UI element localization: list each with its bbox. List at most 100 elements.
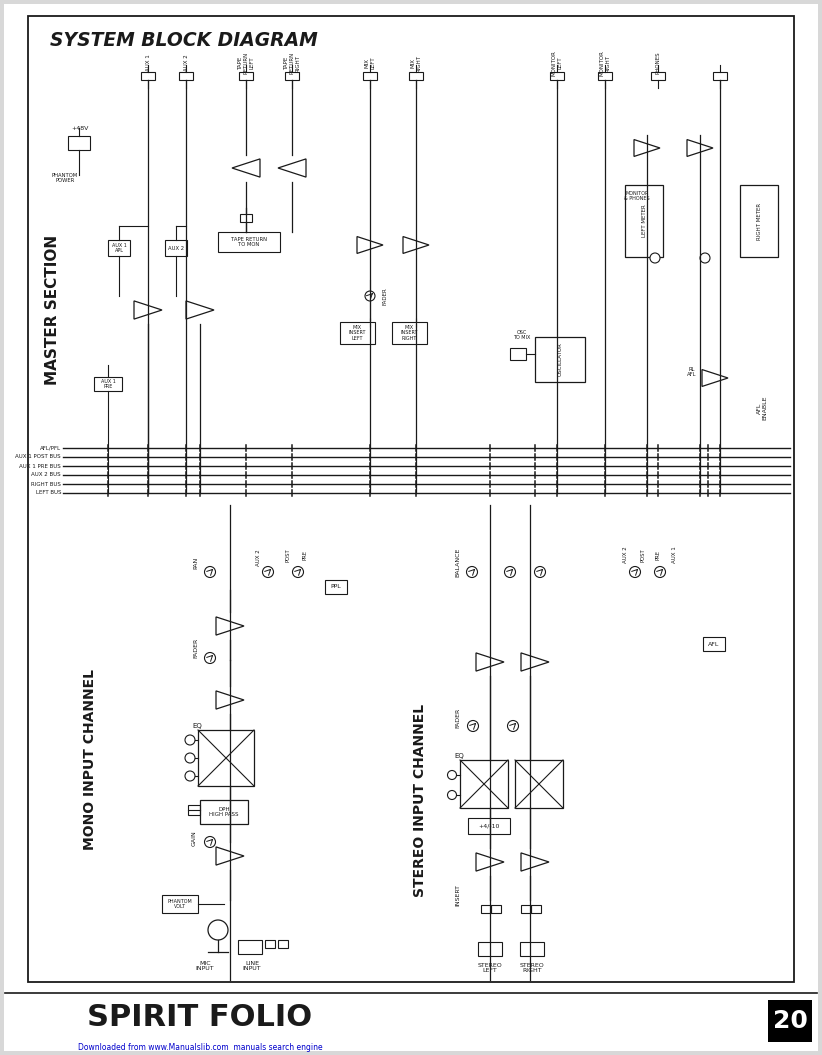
Circle shape [185, 771, 195, 781]
Bar [265, 940, 275, 948]
Bar [188, 805, 200, 816]
Bar [363, 72, 377, 80]
Text: MIC
INPUT: MIC INPUT [196, 961, 215, 972]
Circle shape [447, 790, 456, 800]
Text: AUX 1
APL: AUX 1 APL [112, 243, 127, 253]
Text: LEFT METER: LEFT METER [641, 205, 646, 237]
Bar [108, 239, 130, 256]
Text: FADER: FADER [455, 708, 460, 728]
Circle shape [447, 770, 456, 780]
Bar [478, 942, 502, 956]
Bar [481, 905, 491, 913]
Polygon shape [476, 852, 504, 871]
Text: AUX 1 POST BUS: AUX 1 POST BUS [16, 455, 61, 460]
Text: AUX 1
PRE: AUX 1 PRE [100, 379, 115, 389]
Text: MONITOR
& PHONES: MONITOR & PHONES [624, 191, 650, 202]
Polygon shape [216, 617, 244, 635]
Polygon shape [521, 852, 549, 871]
Text: AUX 1 PRE BUS: AUX 1 PRE BUS [19, 463, 61, 468]
Polygon shape [357, 236, 383, 253]
Bar [285, 72, 299, 80]
Polygon shape [521, 653, 549, 671]
Bar [625, 185, 663, 257]
Text: BALANCE: BALANCE [455, 548, 460, 577]
Bar [491, 905, 501, 913]
Text: GAIN: GAIN [192, 830, 196, 846]
Polygon shape [216, 691, 244, 709]
Text: PHANTOM
POWER: PHANTOM POWER [52, 173, 78, 184]
Text: PRE: PRE [302, 550, 307, 560]
Bar [598, 72, 612, 80]
Text: TAPE
RETURN
LEFT: TAPE RETURN LEFT [238, 52, 254, 74]
Text: +48V: +48V [72, 126, 89, 131]
Circle shape [505, 567, 515, 577]
Polygon shape [232, 159, 260, 177]
Text: AFL/PFL: AFL/PFL [40, 445, 61, 450]
Bar [651, 72, 665, 80]
Text: AUX 2: AUX 2 [168, 246, 184, 250]
Text: POST: POST [640, 549, 645, 562]
Text: FADER: FADER [382, 287, 387, 305]
Bar [162, 895, 198, 913]
Text: INSERT: INSERT [455, 884, 460, 906]
Text: TAPE RETURN
TO MON: TAPE RETURN TO MON [231, 236, 267, 248]
Text: SYSTEM BLOCK DIAGRAM: SYSTEM BLOCK DIAGRAM [50, 31, 318, 50]
Text: AFL: AFL [709, 641, 720, 647]
Bar [198, 730, 254, 786]
Bar [740, 185, 778, 257]
Bar [278, 940, 288, 948]
Circle shape [534, 567, 546, 577]
Bar [238, 940, 262, 954]
Text: AFL
ENABLE: AFL ENABLE [756, 396, 768, 420]
Bar [340, 322, 375, 344]
Text: DPH
HIGH PASS: DPH HIGH PASS [210, 807, 238, 818]
Text: MONITOR
RIGHT: MONITOR RIGHT [599, 50, 611, 76]
Text: OSCILLATOR: OSCILLATOR [557, 342, 562, 376]
Polygon shape [702, 369, 728, 386]
Polygon shape [186, 301, 214, 319]
Polygon shape [687, 139, 713, 156]
Bar [713, 72, 727, 80]
Text: PPL: PPL [330, 584, 341, 590]
Text: EQ: EQ [454, 753, 464, 759]
Polygon shape [278, 159, 306, 177]
Polygon shape [134, 301, 162, 319]
Text: AUX 2: AUX 2 [183, 55, 188, 72]
Text: MONITOR
LEFT: MONITOR LEFT [552, 50, 562, 76]
Text: PHANTOM
VOLT: PHANTOM VOLT [168, 899, 192, 909]
Circle shape [700, 253, 710, 263]
Text: STEREO
LEFT: STEREO LEFT [478, 962, 502, 974]
Text: TAPE
RETURN
RIGHT: TAPE RETURN RIGHT [284, 52, 300, 74]
Text: MIX
RIGHT: MIX RIGHT [411, 55, 422, 72]
Text: EQ: EQ [192, 723, 201, 729]
Circle shape [630, 567, 640, 577]
Bar [515, 760, 563, 808]
Circle shape [262, 567, 274, 577]
Text: LINE
INPUT: LINE INPUT [242, 961, 261, 972]
Text: STEREO INPUT CHANNEL: STEREO INPUT CHANNEL [413, 704, 427, 897]
Text: MIX
INSERT
LEFT: MIX INSERT LEFT [349, 325, 366, 342]
Text: RIGHT METER: RIGHT METER [756, 203, 761, 239]
Text: MIX
INSERT
RIGHT: MIX INSERT RIGHT [400, 325, 418, 342]
Circle shape [185, 753, 195, 763]
Circle shape [365, 291, 375, 301]
Bar [768, 1000, 812, 1042]
Circle shape [293, 567, 303, 577]
Text: PHONES: PHONES [655, 52, 661, 74]
Circle shape [467, 567, 478, 577]
Bar [94, 377, 122, 391]
Bar [409, 72, 423, 80]
Bar [141, 72, 155, 80]
Text: SPIRIT FOLIO: SPIRIT FOLIO [87, 1003, 312, 1033]
Bar [200, 800, 248, 824]
Text: AUX 2 BUS: AUX 2 BUS [31, 473, 61, 478]
Polygon shape [476, 653, 504, 671]
Text: LEFT BUS: LEFT BUS [35, 491, 61, 496]
Bar [550, 72, 564, 80]
Bar [240, 214, 252, 222]
Text: OSC
TO MIX: OSC TO MIX [513, 329, 531, 341]
Bar [521, 905, 531, 913]
Bar [179, 72, 193, 80]
Bar [392, 322, 427, 344]
Circle shape [208, 920, 228, 940]
